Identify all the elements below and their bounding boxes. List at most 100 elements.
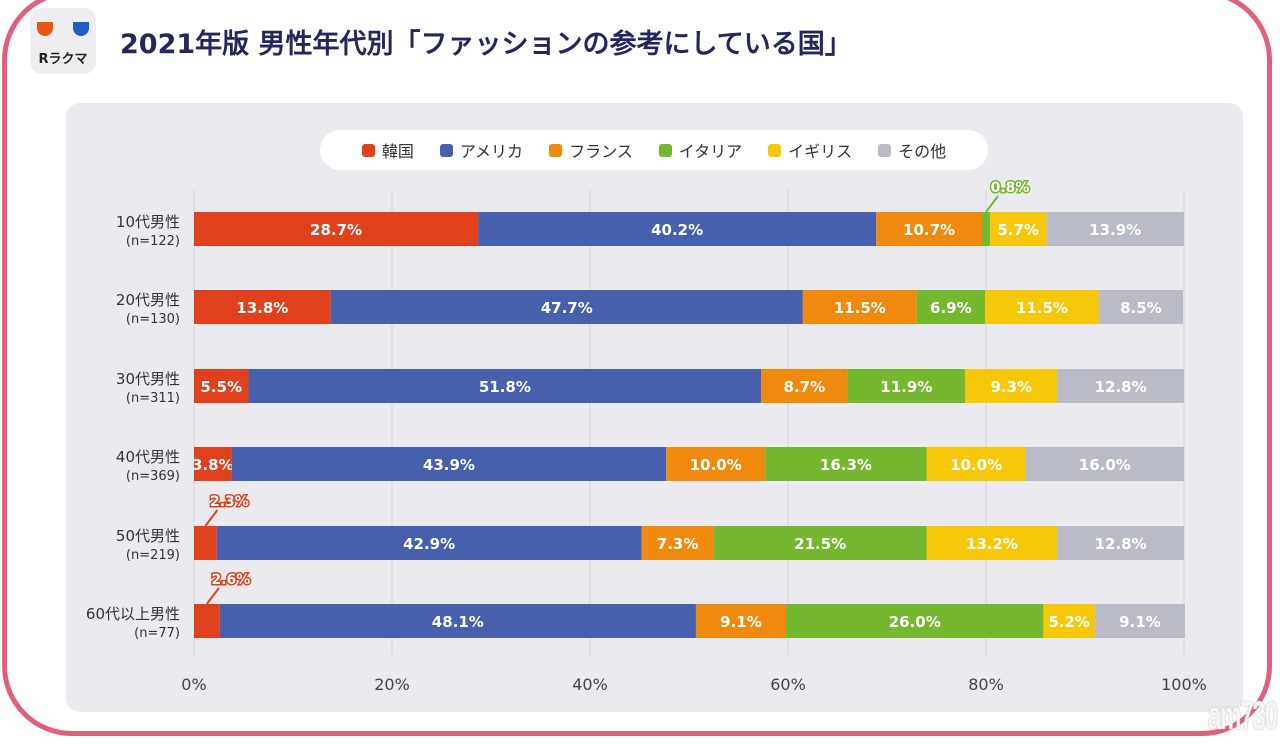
bar-segment (194, 526, 217, 560)
bar-segment (765, 447, 927, 481)
data-label: 51.8% (479, 378, 531, 396)
x-tick-label: 80% (968, 675, 1004, 694)
bar-segment (248, 369, 762, 403)
category-label: 20代男性 (116, 291, 180, 309)
legend-label: フランス (569, 142, 633, 161)
category-label: 60代以上男性 (86, 605, 180, 623)
sample-size-label: (n=311) (126, 391, 180, 406)
bar-segment (965, 369, 1058, 403)
legend-item: イギリス (768, 138, 852, 162)
bar-segment (695, 604, 787, 638)
bar-segment (666, 447, 766, 481)
data-label: 3.8% (192, 456, 234, 474)
legend-swatch (658, 143, 672, 157)
bar-segment (713, 526, 927, 560)
data-label: 11.9% (880, 378, 932, 396)
data-label: 6.9% (930, 299, 972, 317)
bar-segment (989, 212, 1047, 246)
rakuma-logo: Rラクマ (30, 8, 96, 74)
data-label: 10.0% (950, 456, 1002, 474)
bar-segment (985, 290, 1099, 324)
legend-swatch (439, 143, 453, 157)
bar-segment (761, 369, 848, 403)
bar-segment (802, 290, 917, 324)
bar-segment (641, 526, 714, 560)
bar-segment (194, 604, 220, 638)
bar-segment (219, 604, 696, 638)
bar-segment (1057, 526, 1184, 560)
bar-segment (1098, 290, 1184, 324)
data-label: 10.7% (903, 221, 955, 239)
data-label: 47.7% (541, 299, 593, 317)
data-label: 2.6% (211, 572, 250, 588)
data-label: 21.5% (794, 535, 846, 553)
data-label: 5.5% (200, 378, 242, 396)
x-tick-label: 0% (181, 675, 206, 694)
bar-segment (194, 290, 331, 324)
legend-label: その他 (898, 142, 947, 161)
legend-label: 韓国 (381, 142, 414, 161)
label-leader-line (206, 587, 220, 605)
sample-size-label: (n=130) (126, 312, 180, 327)
category-label: 10代男性 (116, 213, 180, 231)
bar-segment (876, 212, 983, 246)
legend-swatch (768, 143, 782, 157)
bar-segment (478, 212, 877, 246)
data-label: 5.7% (997, 221, 1039, 239)
data-label: 26.0% (889, 613, 941, 631)
legend-swatch (878, 143, 892, 157)
bar-segment (330, 290, 803, 324)
bar-segment (982, 212, 990, 246)
data-label: 5.2% (1048, 613, 1090, 631)
bar-segment (926, 526, 1058, 560)
bar-segment (216, 526, 642, 560)
bar-segment (194, 369, 249, 403)
watermark: am730 (1208, 694, 1278, 738)
bar-segment (194, 212, 479, 246)
data-label: 8.7% (784, 378, 826, 396)
data-label: 9.3% (990, 378, 1032, 396)
bar-segment (1025, 447, 1184, 481)
legend-item: 韓国 (361, 138, 414, 162)
bar-segment (1094, 604, 1185, 638)
data-label: 9.1% (1119, 613, 1161, 631)
x-tick-label: 100% (1161, 675, 1207, 694)
data-label: 10.0% (690, 456, 742, 474)
data-label: 9.1% (720, 613, 762, 631)
data-label: 40.2% (651, 221, 703, 239)
data-label: 48.1% (432, 613, 484, 631)
data-label: 11.5% (834, 299, 886, 317)
x-tick-label: 40% (572, 675, 608, 694)
legend-item: その他 (878, 138, 946, 162)
bar-segment (231, 447, 667, 481)
data-label: 12.8% (1095, 535, 1147, 553)
bar-segment (916, 290, 986, 324)
data-label: 43.9% (423, 456, 475, 474)
bar-segment (1057, 369, 1184, 403)
bar-segment (786, 604, 1044, 638)
data-label: 13.9% (1089, 221, 1141, 239)
category-label: 40代男性 (116, 448, 180, 466)
data-label: 13.2% (966, 535, 1018, 553)
x-tick-label: 60% (770, 675, 806, 694)
x-tick-label: 20% (374, 675, 410, 694)
legend-label: アメリカ (459, 142, 524, 161)
data-label: 16.0% (1079, 456, 1131, 474)
data-label: 13.8% (236, 299, 288, 317)
legend-item: イタリア (658, 138, 742, 162)
label-leader-line (204, 509, 219, 527)
category-label: 50代男性 (116, 527, 180, 545)
bar-segment (194, 447, 232, 481)
bar-segment (926, 447, 1026, 481)
data-label: 0.8% (991, 180, 1030, 196)
legend-swatch (549, 143, 563, 157)
data-label: 8.5% (1120, 299, 1162, 317)
sample-size-label: (n=77) (134, 626, 180, 641)
chart-title: 2021年版 男性年代別「ファッションの参考にしている国」 (120, 29, 852, 60)
data-label: 28.7% (310, 221, 362, 239)
bar-segment (1046, 212, 1184, 246)
legend-item: アメリカ (439, 138, 524, 162)
label-leader-line (985, 195, 999, 213)
legend-label: イギリス (788, 142, 853, 161)
